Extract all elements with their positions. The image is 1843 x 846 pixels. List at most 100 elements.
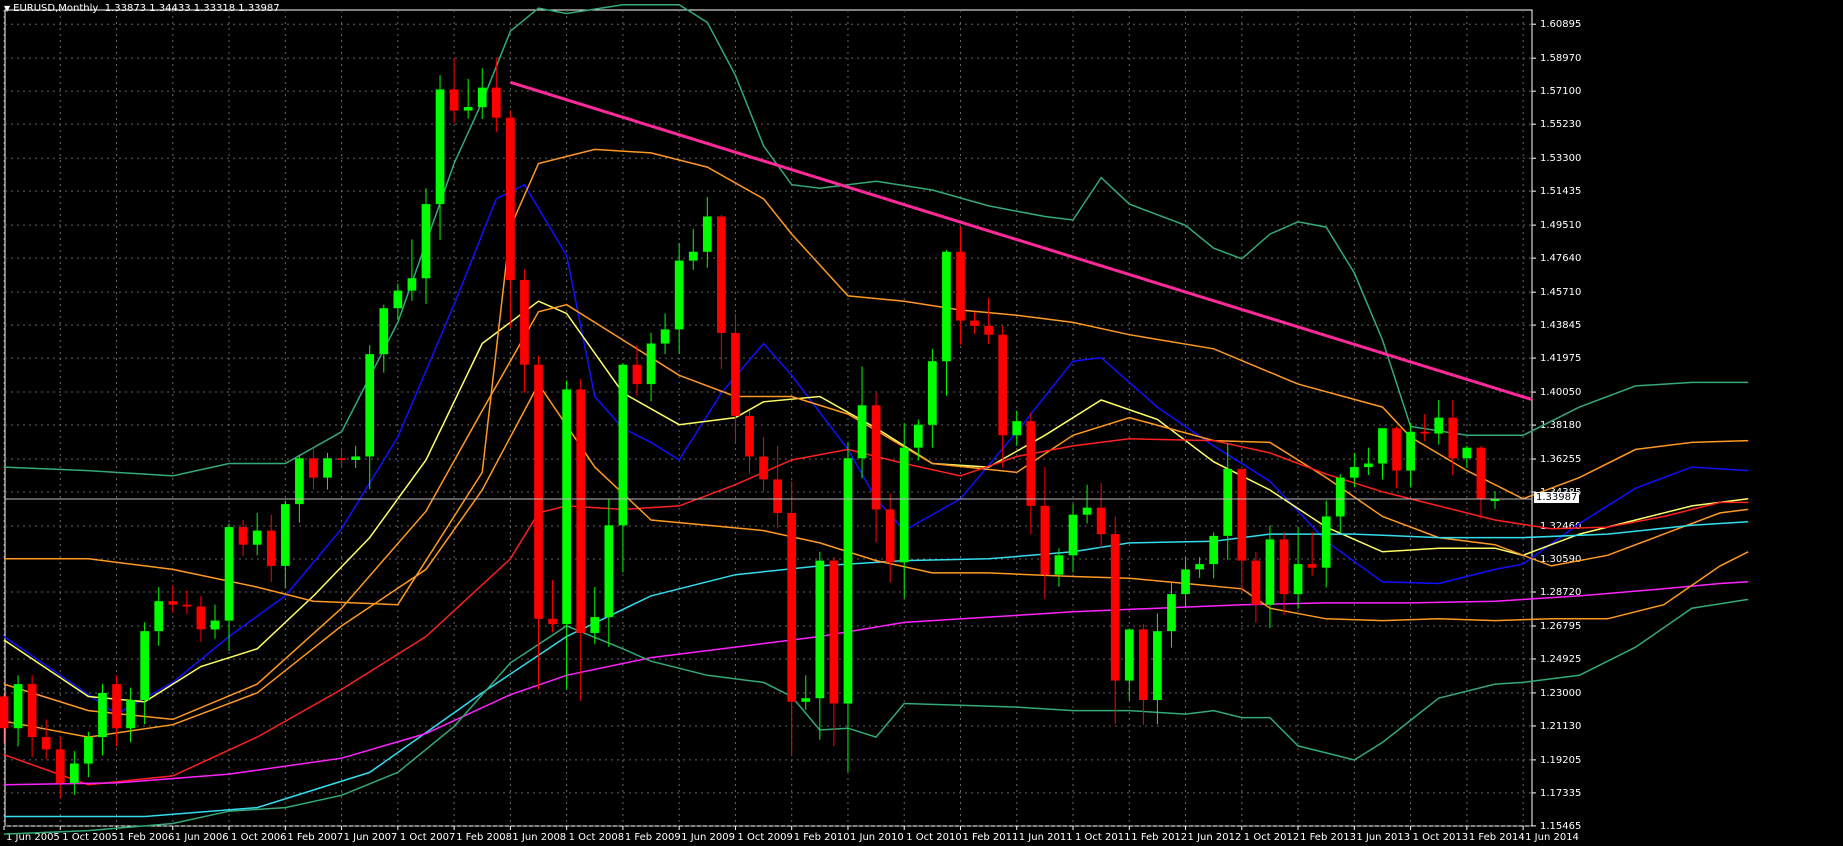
candle-bull bbox=[323, 458, 332, 478]
candle-bull bbox=[280, 504, 290, 566]
x-tick-label: 1 Jun 2011 bbox=[1019, 832, 1073, 843]
x-tick-label: 1 Oct 2008 bbox=[569, 832, 624, 843]
y-tick-label: 1.23000 bbox=[1540, 688, 1581, 699]
y-tick-label: 1.43845 bbox=[1540, 320, 1581, 331]
candle-bear bbox=[1026, 421, 1036, 506]
x-tick-label: 1 Oct 2007 bbox=[400, 832, 455, 843]
candle-bull bbox=[702, 216, 712, 252]
candle-bull bbox=[1167, 594, 1176, 632]
x-tick-label: 1 Jun 2008 bbox=[512, 832, 566, 843]
x-tick-label: 1 Oct 2006 bbox=[231, 832, 286, 843]
x-tick-label: 1 Feb 2006 bbox=[119, 832, 175, 843]
candle-bear bbox=[506, 117, 515, 280]
candle-bear bbox=[168, 601, 178, 605]
candle-bull bbox=[126, 700, 135, 729]
x-tick-label: 1 Oct 2005 bbox=[62, 832, 117, 843]
x-tick-label: 1 Jun 2014 bbox=[1525, 832, 1579, 843]
x-tick-label: 1 Feb 2007 bbox=[287, 832, 343, 843]
candle-bear bbox=[1279, 539, 1289, 595]
candle-bull bbox=[140, 631, 150, 700]
x-tick-label: 1 Oct 2012 bbox=[1244, 832, 1299, 843]
candle-bull bbox=[899, 447, 909, 563]
x-tick-label: 1 Feb 2012 bbox=[1131, 832, 1187, 843]
y-tick-label: 1.38180 bbox=[1540, 420, 1581, 431]
indicator-ma_orange_mid bbox=[3, 303, 1749, 721]
candle-bull bbox=[1181, 569, 1190, 595]
candle-bull bbox=[604, 525, 614, 618]
candle-bull bbox=[1335, 477, 1345, 517]
candle-bear bbox=[970, 320, 979, 326]
candle-bull bbox=[857, 405, 867, 459]
candle-bull bbox=[1364, 463, 1373, 468]
candle-bull bbox=[1153, 631, 1162, 700]
candle-bull bbox=[562, 389, 572, 625]
y-tick-label: 1.40050 bbox=[1540, 387, 1581, 398]
candle-bull bbox=[1293, 564, 1303, 595]
candle-bear bbox=[1040, 505, 1050, 575]
candle-bull bbox=[224, 527, 234, 621]
candle-bear bbox=[0, 696, 9, 729]
y-tick-label: 1.51435 bbox=[1540, 186, 1581, 197]
trendline[interactable] bbox=[509, 80, 1533, 402]
candle-bull bbox=[477, 87, 487, 108]
y-tick-label: 1.15465 bbox=[1540, 821, 1581, 832]
candle-bull bbox=[843, 458, 853, 704]
candle-bull bbox=[1378, 428, 1387, 464]
candle-bear bbox=[956, 251, 965, 321]
candle-bear bbox=[520, 280, 529, 365]
x-tick-label: 1 Jun 2010 bbox=[850, 832, 904, 843]
candle-bear bbox=[632, 364, 642, 385]
x-tick-label: 1 Jun 2013 bbox=[1356, 832, 1410, 843]
x-tick-label: 1 Jun 2009 bbox=[681, 832, 735, 843]
candle-bull bbox=[1462, 447, 1472, 459]
candle-bull bbox=[927, 361, 937, 425]
candle-bear bbox=[55, 749, 65, 783]
y-tick-label: 1.41975 bbox=[1540, 353, 1581, 364]
indicator-env_orange_upper bbox=[4, 148, 1749, 606]
y-tick-label: 1.17335 bbox=[1540, 788, 1581, 799]
y-tick-label: 1.49510 bbox=[1540, 220, 1581, 231]
candle-bull bbox=[379, 308, 389, 355]
candle-bull bbox=[815, 560, 825, 699]
symbol-timeframe: EURUSD,Monthly bbox=[13, 3, 99, 14]
candle-bull bbox=[1406, 431, 1415, 471]
candle-bear bbox=[238, 527, 248, 545]
y-tick-label: 1.30590 bbox=[1540, 554, 1581, 565]
candle-bear bbox=[266, 530, 276, 566]
indicator-bollinger_lower bbox=[3, 598, 1749, 835]
candle-bull bbox=[1209, 535, 1219, 565]
y-tick-label: 1.32460 bbox=[1540, 521, 1581, 532]
candle-bull bbox=[674, 260, 684, 330]
y-tick-label: 1.45710 bbox=[1540, 287, 1581, 298]
x-tick-label: 1 Oct 2010 bbox=[906, 832, 961, 843]
candle-bear bbox=[1110, 534, 1120, 681]
candle-bear bbox=[1096, 507, 1106, 535]
y-tick-label: 1.19205 bbox=[1540, 755, 1581, 766]
candle-bull bbox=[69, 763, 79, 783]
triangle-down-icon[interactable]: ▼ bbox=[4, 4, 11, 13]
candle-bull bbox=[801, 698, 811, 702]
candle-bull bbox=[1012, 421, 1022, 436]
chart-title-bar: ▼ EURUSD,Monthly 1.33873 1.34433 1.33318 … bbox=[4, 3, 280, 14]
candle-bear bbox=[112, 684, 121, 729]
x-tick-label: 1 Feb 2013 bbox=[1300, 832, 1356, 843]
candle-bull bbox=[421, 204, 431, 279]
candle-bull bbox=[13, 684, 23, 729]
candle-bear bbox=[1420, 431, 1430, 434]
candle-bull bbox=[154, 601, 164, 632]
candle-bear bbox=[1392, 428, 1401, 471]
candle-bear bbox=[998, 334, 1008, 436]
candle-bear bbox=[829, 560, 839, 704]
candle-bear bbox=[449, 89, 459, 111]
y-tick-label: 1.47640 bbox=[1540, 253, 1581, 264]
x-tick-label: 1 Oct 2009 bbox=[737, 832, 792, 843]
y-tick-label: 1.53300 bbox=[1540, 153, 1581, 164]
candle-bear bbox=[1251, 560, 1261, 605]
y-tick-label: 1.58970 bbox=[1540, 53, 1581, 64]
candle-bear bbox=[1476, 447, 1486, 499]
candle-bull bbox=[435, 89, 445, 205]
candle-bull bbox=[393, 290, 403, 309]
candle-bull bbox=[365, 354, 375, 457]
